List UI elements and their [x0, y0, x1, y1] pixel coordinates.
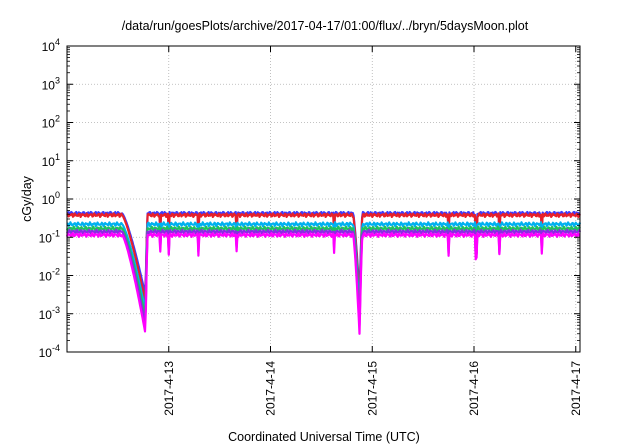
x-tick-label: 2017-4-13: [162, 361, 176, 416]
series-line-6: [65, 232, 581, 335]
y-tick-exponent: 2: [55, 114, 60, 124]
y-tick-label: 103: [42, 75, 60, 92]
y-tick-base: 10: [42, 40, 56, 54]
x-tick-label: 2017-4-16: [467, 361, 481, 416]
y-tick-label: 10-1: [39, 228, 60, 245]
y-tick-label: 102: [42, 114, 60, 131]
y-tick-base: 10: [42, 117, 56, 131]
y-tick-base: 10: [39, 308, 53, 322]
y-tick-base: 10: [42, 78, 56, 92]
y-tick-base: 10: [39, 346, 53, 360]
y-tick-base: 10: [42, 155, 56, 169]
y-tick-exponent: 3: [55, 75, 60, 85]
series-line-2: [66, 212, 581, 304]
y-tick-base: 10: [42, 193, 56, 207]
y-tick-label: 100: [42, 190, 60, 207]
y-tick-exponent: -1: [52, 228, 60, 238]
y-tick-exponent: -4: [52, 343, 60, 353]
y-tick-label: 10-2: [39, 267, 60, 284]
series-line-3: [66, 221, 582, 312]
x-tick-label: 2017-4-17: [569, 361, 583, 416]
y-tick-base: 10: [39, 270, 53, 284]
x-tick-label: 2017-4-15: [365, 361, 379, 416]
series-line-4: [66, 225, 581, 319]
y-tick-exponent: 4: [55, 37, 60, 47]
x-axis-label: Coordinated Universal Time (UTC): [228, 430, 420, 444]
x-axis-ticks: 2017-4-13 2017-4-14 2017-4-15 2017-4-16 2017…: [162, 46, 583, 416]
series-line-5: [66, 228, 582, 327]
series-layer: [65, 210, 582, 335]
y-tick-base: 10: [39, 231, 53, 245]
chart-title: /data/run/goesPlots/archive/2017-04-17/0…: [122, 19, 529, 33]
y-tick-label: 104: [42, 37, 60, 54]
y-tick-label: 101: [42, 152, 60, 169]
x-tick-label: 2017-4-14: [264, 361, 278, 416]
y-tick-exponent: -2: [52, 267, 60, 277]
y-tick-label: 10-4: [39, 343, 60, 360]
y-tick-exponent: -3: [52, 305, 60, 315]
y-tick-label: 10-3: [39, 305, 60, 322]
y-axis-label: cGy/day: [20, 175, 34, 222]
y-tick-exponent: 0: [55, 190, 60, 200]
y-tick-exponent: 1: [55, 152, 60, 162]
